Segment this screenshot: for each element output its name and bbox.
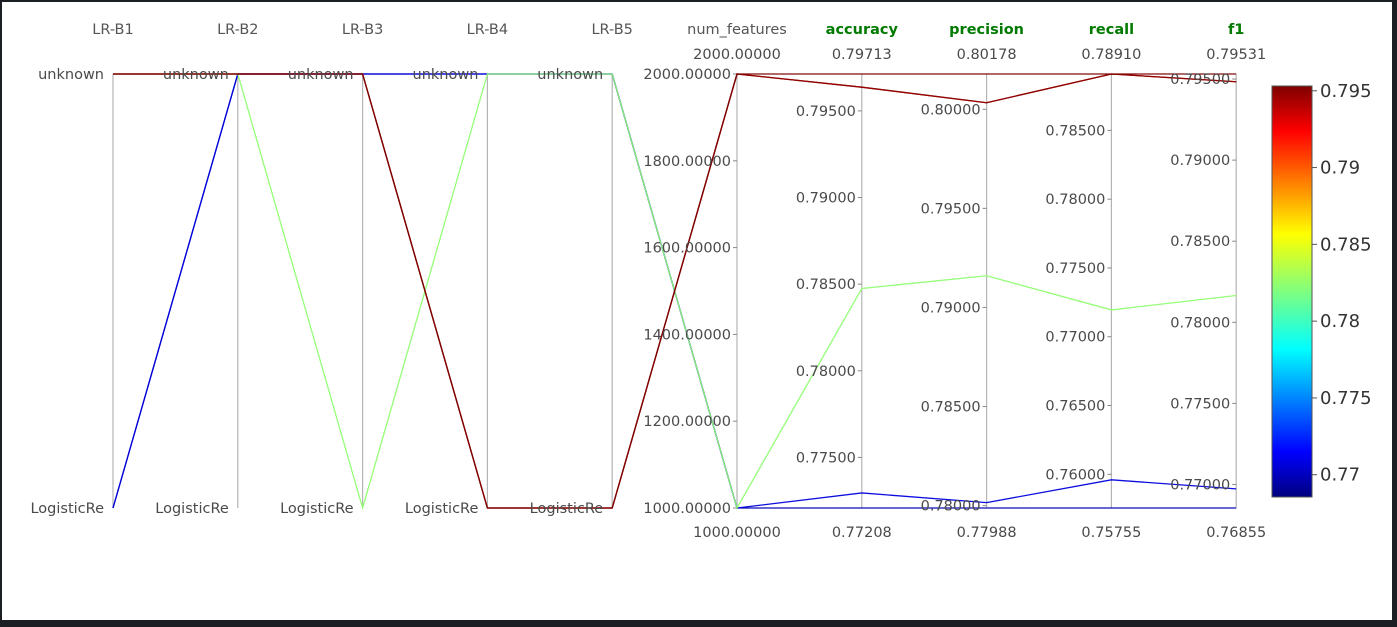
tick-label: 1000.00000 <box>643 501 731 517</box>
colorbar-tick-label: 0.78 <box>1320 311 1360 332</box>
colorbar-tick-label: 0.775 <box>1320 388 1372 409</box>
tick-label: 0.78000 <box>1170 315 1230 331</box>
axis-header-f1: f1 <box>1228 22 1244 38</box>
category-label: LogisticRe <box>30 501 104 517</box>
axis-header-LR-B3: LR-B3 <box>342 22 383 38</box>
colorbar-gradient <box>1271 85 1313 498</box>
labels-layer: LR-B1 LogisticRe unknown LR-B2 LogisticRe unk… <box>30 22 1266 541</box>
tick-label: 0.77500 <box>1045 261 1105 277</box>
category-label: LogisticRe <box>280 501 354 517</box>
tick-label: 0.78500 <box>796 277 856 293</box>
tick-label: 0.76500 <box>1045 399 1105 415</box>
axis-header-recall: recall <box>1089 22 1134 38</box>
category-label: LogisticRe <box>155 501 229 517</box>
colorbar-tick-label: 0.785 <box>1320 234 1372 255</box>
lines-layer <box>112 73 1237 511</box>
axis-max-label: 0.78910 <box>1081 47 1141 63</box>
tick-label: 0.78500 <box>921 400 981 416</box>
tick-label: 0.77500 <box>1170 396 1230 412</box>
tick-label: 0.77000 <box>1170 477 1230 493</box>
category-label: LogisticRe <box>405 501 479 517</box>
tick-label: 0.77000 <box>1045 330 1105 346</box>
colorbar-tick-label: 0.79 <box>1320 158 1360 179</box>
axis-max-label: 0.79713 <box>832 47 892 63</box>
tick-label: 0.79500 <box>796 104 856 120</box>
axis-header-LR-B5: LR-B5 <box>591 22 632 38</box>
category-label: unknown <box>163 67 229 83</box>
tick-label: 0.78000 <box>921 499 981 515</box>
axis-header-LR-B2: LR-B2 <box>217 22 258 38</box>
tick-label: 1600.00000 <box>643 241 731 257</box>
tick-label: 0.79000 <box>1170 153 1230 169</box>
tick-label: 0.79000 <box>796 191 856 207</box>
category-label: unknown <box>38 67 104 83</box>
tick-label: 0.79500 <box>921 201 981 217</box>
axis-header-precision: precision <box>949 22 1024 38</box>
colorbar: 0.77 0.775 0.78 0.785 0.79 0.795 <box>1271 81 1372 498</box>
axis-max-label: 2000.00000 <box>693 47 781 63</box>
axes-layer <box>112 73 1237 509</box>
axis-header-LR-B1: LR-B1 <box>92 22 133 38</box>
category-label: unknown <box>288 67 354 83</box>
axis-min-label: 0.75755 <box>1081 525 1141 541</box>
colorbar-tick-label: 0.795 <box>1320 81 1372 102</box>
tick-label: 0.77500 <box>796 450 856 466</box>
data-line <box>113 73 1237 509</box>
axis-header-num_features: num_features <box>687 22 787 38</box>
axis-min-label: 0.77988 <box>957 525 1017 541</box>
category-label: unknown <box>413 67 479 83</box>
tick-label: 0.78000 <box>1045 192 1105 208</box>
tick-label: 2000.00000 <box>643 67 731 83</box>
tick-label: 0.79000 <box>921 300 981 316</box>
tick-label: 1800.00000 <box>643 154 731 170</box>
axis-min-label: 0.76855 <box>1206 525 1266 541</box>
axis-header-accuracy: accuracy <box>826 22 899 38</box>
tick-label: 1200.00000 <box>643 414 731 430</box>
colorbar-tick-label: 0.77 <box>1320 465 1360 486</box>
tick-label: 0.80000 <box>921 102 981 118</box>
axis-max-label: 0.79531 <box>1206 47 1266 63</box>
axis-max-label: 0.80178 <box>957 47 1017 63</box>
tick-label: 0.79500 <box>1170 72 1230 88</box>
category-label: unknown <box>537 67 603 83</box>
tick-label: 0.78500 <box>1045 123 1105 139</box>
tick-label: 0.76000 <box>1045 467 1105 483</box>
axis-min-label: 1000.00000 <box>693 525 781 541</box>
axis-header-LR-B4: LR-B4 <box>467 22 508 38</box>
category-label: LogisticRe <box>530 501 604 517</box>
tick-label: 0.78000 <box>796 364 856 380</box>
tick-label: 0.78500 <box>1170 234 1230 250</box>
tick-label: 1400.00000 <box>643 327 731 343</box>
axis-min-label: 0.77208 <box>832 525 892 541</box>
